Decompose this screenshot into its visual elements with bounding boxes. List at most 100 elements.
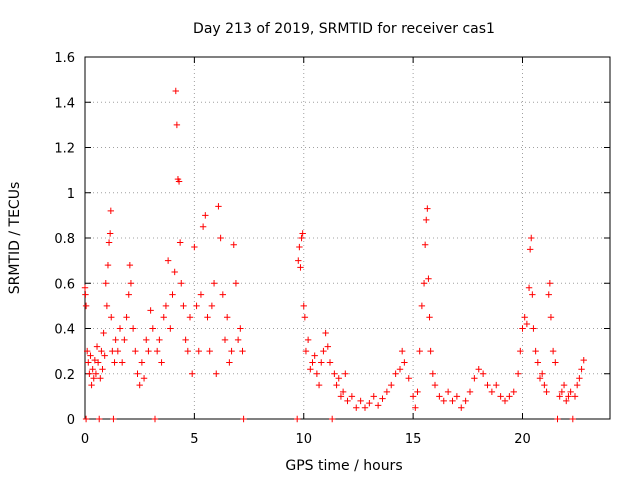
data-point [206,347,213,355]
data-point [416,347,423,355]
data-point [475,366,482,373]
data-point [538,370,546,377]
data-point [421,241,429,248]
data-point [311,352,318,359]
data-point [466,388,474,396]
data-point [549,347,557,355]
data-point [175,178,183,185]
data-point [409,393,417,400]
data-point [379,395,386,402]
data-point [462,397,469,405]
data-point [374,402,382,409]
data-point [221,336,229,344]
data-point [83,347,91,355]
data-point [226,359,233,366]
data-point [554,415,561,423]
data-point [313,370,321,377]
data-point [125,291,132,298]
data-point [228,347,235,355]
data-point [525,284,533,291]
data-point [173,121,181,129]
data-point [126,261,134,269]
data-point [521,313,528,321]
data-point [383,388,391,396]
data-point [81,284,89,291]
data-point [449,397,456,405]
data-point [149,325,157,332]
data-point [94,359,102,366]
data-point [479,370,487,377]
data-point [576,375,583,382]
data-point [304,336,312,344]
data-point [534,359,542,366]
data-point [426,313,433,321]
data-point [578,366,585,373]
data-point [167,325,174,332]
data-point [101,352,108,359]
data-point [300,302,307,310]
data-point [420,280,428,287]
data-point [99,366,106,373]
y-tick-label: 0 [67,413,75,428]
data-point [567,388,574,396]
data-point [103,302,111,310]
data-point [563,397,570,405]
data-point [506,393,513,400]
data-point [517,347,524,355]
data-point [453,393,461,400]
data-point [89,366,96,373]
y-tick-label: 0.2 [54,368,75,383]
chart-title: Day 213 of 2019, SRMTID for receiver cas… [193,21,495,37]
data-point [178,280,185,287]
data-point [552,359,559,366]
data-point [348,393,356,400]
data-point [104,261,112,269]
data-point [295,257,302,264]
data-point [219,291,227,298]
data-point [366,399,373,407]
data-point [143,336,150,344]
data-point [145,347,152,355]
y-tick-label: 0.8 [54,232,75,247]
data-point [302,347,310,355]
data-point [217,234,224,242]
data-point [82,415,90,423]
data-point [129,325,137,332]
data-point [112,336,119,344]
data-point [573,381,581,389]
data-point [398,347,406,355]
data-point [91,356,99,364]
data-point [541,381,548,389]
data-point [339,388,347,396]
x-axis-title: GPS time / hours [285,458,402,474]
data-point [545,291,552,298]
data-point [105,239,113,246]
y-tick-label: 1 [67,187,75,202]
data-point [109,347,116,355]
x-axis: 0 5 10 15 20 [81,57,531,447]
data-point [132,347,139,355]
data-point [418,302,426,310]
data-point [92,370,100,377]
data-point [111,359,118,366]
data-point [223,313,231,321]
data-point [123,313,130,321]
data-point [444,388,452,396]
data-point [87,352,94,359]
data-point [309,359,316,366]
data-point [427,347,434,355]
data-point [401,359,408,366]
data-point [370,393,377,400]
y-tick-label: 1.6 [54,51,75,66]
data-point [232,280,240,287]
data-point [580,356,587,364]
data-point [307,366,314,373]
data-point [497,393,504,400]
data-point [293,415,301,423]
data-point [234,336,242,344]
y-tick-label: 1.4 [54,96,75,111]
data-point [296,243,303,251]
data-point [96,415,103,423]
data-point [97,375,104,382]
